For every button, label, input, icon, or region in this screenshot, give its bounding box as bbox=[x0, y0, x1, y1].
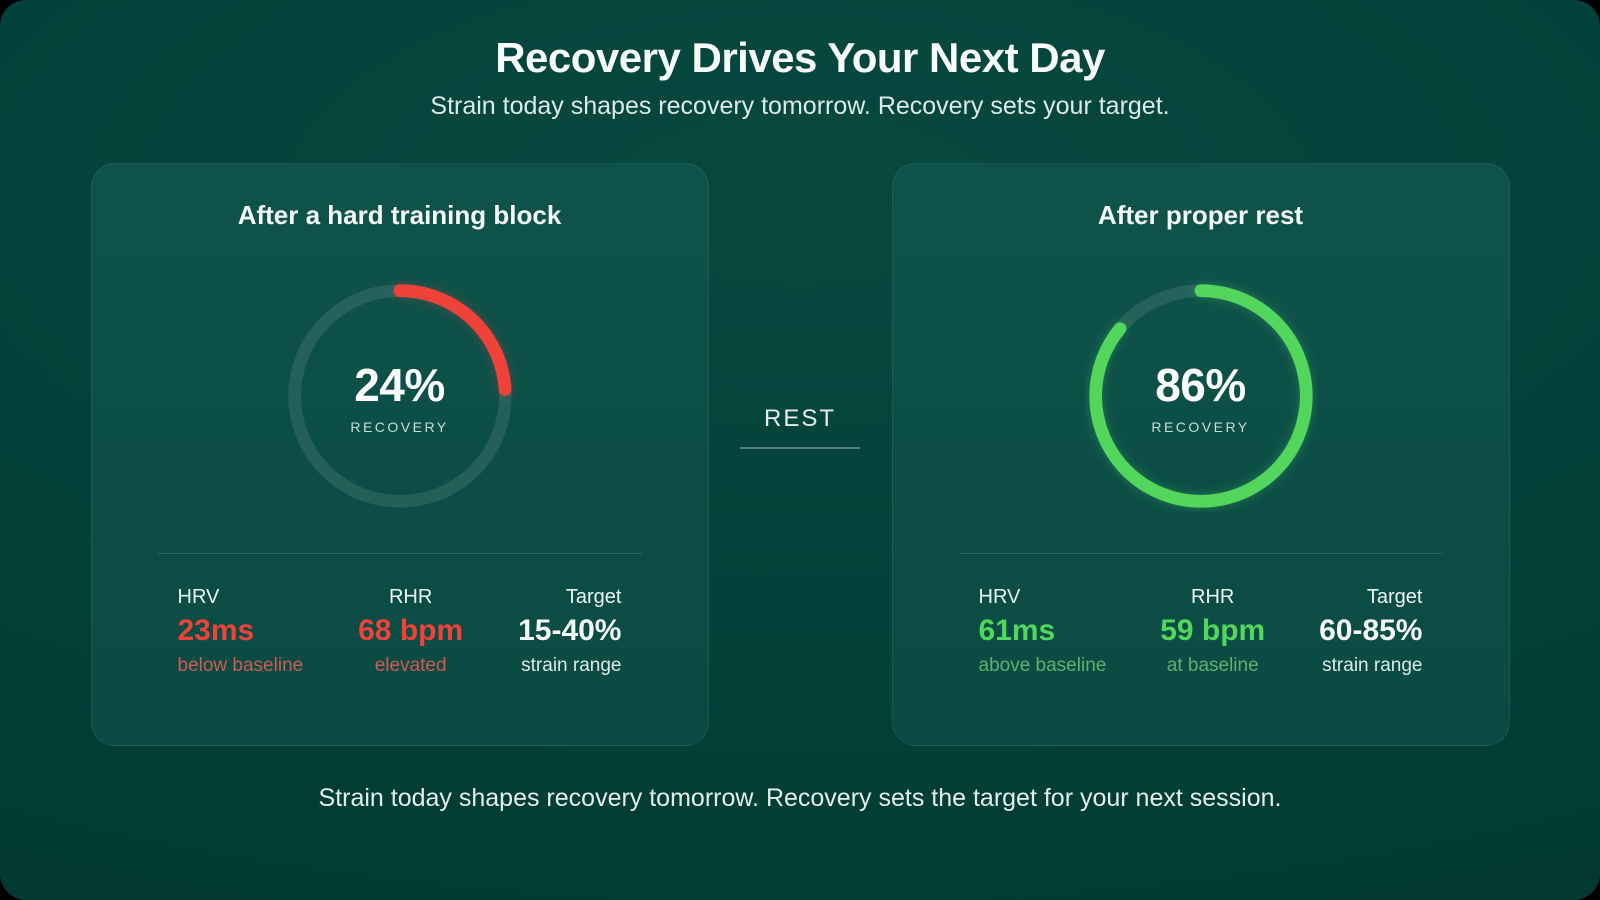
stat-label: Target bbox=[1366, 586, 1423, 609]
gauge-ring-svg bbox=[1088, 284, 1313, 509]
gauge-progress-arc bbox=[1088, 284, 1313, 509]
stat-rhr: RHR 68 bpm elevated bbox=[358, 584, 463, 679]
footer-caption: Strain today shapes recovery tomorrow. R… bbox=[318, 784, 1282, 813]
stats-divider bbox=[157, 553, 642, 555]
stat-subtext: at baseline bbox=[1166, 655, 1259, 677]
recovery-caption: RECOVERY bbox=[350, 418, 449, 435]
gauge-ring-svg bbox=[287, 284, 512, 509]
stat-label: HRV bbox=[978, 586, 1021, 609]
stats-row: HRV 23ms below baseline RHR 68 bpm eleva… bbox=[136, 584, 664, 679]
stat-value: 15-40% bbox=[518, 614, 622, 648]
recovery-percent-value: 86% bbox=[1155, 358, 1246, 411]
gauge-progress-arc bbox=[287, 284, 512, 509]
page-title: Recovery Drives Your Next Day bbox=[495, 34, 1105, 81]
gauge-center-text: 86% RECOVERY bbox=[1084, 279, 1318, 513]
card-hard-training-block: After a hard training block 24% RECOVERY… bbox=[90, 163, 709, 747]
recovery-gauge-low: 24% RECOVERY bbox=[283, 279, 517, 513]
stat-target: Target 15-40% strain range bbox=[518, 584, 621, 679]
stat-value: 60-85% bbox=[1319, 614, 1423, 648]
page-subtitle: Strain today shapes recovery tomorrow. R… bbox=[430, 92, 1170, 121]
recovery-percent-value: 24% bbox=[354, 358, 445, 411]
stat-subtext: elevated bbox=[374, 655, 447, 677]
stats-divider bbox=[958, 553, 1443, 555]
stat-subtext: strain range bbox=[1322, 655, 1423, 677]
page-header: Recovery Drives Your Next Day Strain tod… bbox=[0, 0, 1600, 121]
rest-underline bbox=[740, 446, 860, 449]
comparison-row: After a hard training block 24% RECOVERY… bbox=[0, 163, 1600, 747]
stat-label: RHR bbox=[1191, 586, 1235, 609]
stat-subtext: strain range bbox=[521, 655, 622, 677]
stat-value: 61ms bbox=[978, 614, 1056, 648]
page-footer: Strain today shapes recovery tomorrow. R… bbox=[0, 784, 1600, 813]
stat-label: HRV bbox=[177, 586, 220, 609]
card-title-hard-training: After a hard training block bbox=[237, 200, 562, 231]
stat-target: Target 60-85% strain range bbox=[1319, 584, 1422, 679]
stat-hrv: HRV 23ms below baseline bbox=[178, 584, 304, 679]
stat-label: RHR bbox=[388, 586, 433, 609]
gauge-center-text: 24% RECOVERY bbox=[283, 279, 517, 513]
transition-rest-block: REST bbox=[709, 135, 892, 718]
stat-subtext: below baseline bbox=[177, 655, 304, 677]
card-proper-rest: After proper rest 86% RECOVERY HRV 61ms … bbox=[891, 163, 1510, 747]
rest-label: REST bbox=[763, 404, 836, 432]
recovery-caption: RECOVERY bbox=[1151, 418, 1250, 435]
stat-hrv: HRV 61ms above baseline bbox=[979, 584, 1107, 679]
stats-row: HRV 61ms above baseline RHR 59 bpm at ba… bbox=[937, 584, 1465, 679]
recovery-gauge-high: 86% RECOVERY bbox=[1084, 279, 1318, 513]
stat-rhr: RHR 59 bpm at baseline bbox=[1160, 584, 1265, 679]
stat-label: Target bbox=[565, 586, 622, 609]
stat-value: 23ms bbox=[177, 614, 255, 648]
stat-value: 59 bpm bbox=[1160, 614, 1266, 648]
card-title-proper-rest: After proper rest bbox=[1097, 200, 1304, 231]
stat-value: 68 bpm bbox=[358, 614, 464, 648]
stat-subtext: above baseline bbox=[978, 655, 1107, 677]
